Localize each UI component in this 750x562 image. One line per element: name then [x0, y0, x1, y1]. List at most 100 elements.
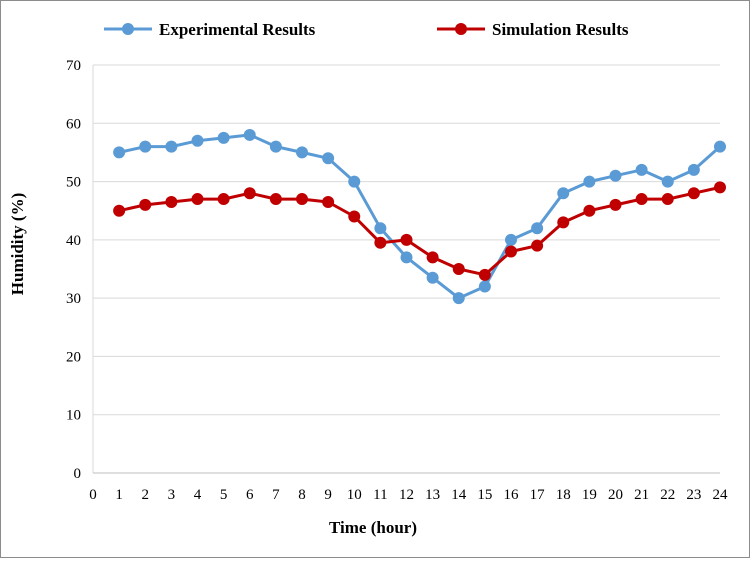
x-axis-title: Time (hour) — [329, 518, 417, 537]
legend: Experimental Results Simulation Results — [104, 20, 629, 39]
legend-item-2: Simulation Results — [437, 20, 629, 39]
y-tick-label: 30 — [66, 291, 81, 307]
data-point — [478, 280, 491, 293]
data-point — [505, 245, 517, 258]
axes — [92, 65, 720, 474]
data-point — [348, 175, 361, 188]
x-tick-labels: 0 1 2 3 4 5 6 7 8 9 10 11 12 13 14 15 16 17 18 19 20 21 22 23 24 — [89, 487, 728, 503]
data-point — [635, 163, 648, 176]
legend-swatch-marker — [455, 23, 467, 35]
data-point — [609, 169, 622, 182]
data-point — [322, 195, 335, 208]
data-point — [139, 140, 152, 153]
data-point — [557, 187, 570, 200]
legend-item-1: Experimental Results — [104, 20, 316, 39]
data-point — [714, 181, 726, 194]
series-line — [118, 185, 721, 277]
x-tick-label: 19 — [582, 487, 597, 503]
x-tick-label: 16 — [504, 487, 520, 503]
y-tick-label: 40 — [66, 233, 81, 249]
data-point — [374, 222, 387, 235]
x-tick-label: 8 — [298, 487, 306, 503]
x-tick-label: 24 — [713, 487, 729, 503]
data-point — [217, 131, 230, 144]
data-point — [583, 175, 596, 188]
data-point — [609, 198, 622, 211]
x-tick-label: 13 — [425, 487, 440, 503]
data-point — [478, 268, 491, 281]
y-tick-label: 20 — [66, 349, 81, 365]
data-point — [191, 193, 204, 206]
data-point — [296, 146, 308, 159]
legend-swatch-marker — [122, 23, 134, 35]
x-tick-label: 23 — [686, 487, 701, 503]
data-point — [348, 210, 361, 223]
x-tick-label: 7 — [272, 487, 280, 503]
series-2 — [113, 181, 726, 281]
y-tick-labels: 0 10 20 30 40 50 60 70 — [66, 58, 81, 482]
x-tick-label: 0 — [89, 487, 97, 503]
data-point — [505, 233, 517, 246]
data-point — [661, 175, 674, 188]
data-point — [243, 128, 256, 141]
x-tick-label: 3 — [168, 487, 176, 503]
legend-label: Experimental Results — [159, 20, 316, 39]
data-point — [531, 222, 544, 235]
x-tick-label: 22 — [660, 487, 675, 503]
data-point — [452, 292, 465, 305]
data-point — [400, 251, 413, 264]
x-tick-label: 5 — [220, 487, 228, 503]
series-line — [118, 133, 721, 300]
data-point — [165, 195, 178, 208]
data-point — [296, 193, 308, 206]
x-tick-label: 12 — [399, 487, 414, 503]
y-tick-label: 0 — [74, 466, 82, 482]
x-tick-label: 20 — [608, 487, 623, 503]
x-tick-label: 6 — [246, 487, 254, 503]
x-tick-label: 11 — [373, 487, 387, 503]
y-tick-label: 60 — [66, 116, 81, 132]
data-point — [583, 204, 596, 217]
data-point — [635, 193, 648, 206]
data-point — [243, 187, 256, 200]
data-point — [113, 204, 126, 217]
x-tick-label: 1 — [115, 487, 123, 503]
data-point — [139, 198, 152, 211]
data-point — [269, 193, 282, 206]
data-point — [269, 140, 282, 153]
data-point — [426, 251, 439, 264]
data-point — [452, 263, 465, 275]
x-tick-label: 4 — [194, 487, 202, 503]
data-point — [687, 163, 700, 176]
x-tick-label: 14 — [451, 487, 467, 503]
series-1 — [113, 128, 726, 305]
data-point — [557, 216, 570, 229]
x-tick-label: 10 — [347, 487, 362, 503]
data-point — [374, 236, 387, 249]
data-point — [217, 193, 230, 206]
data-point — [113, 146, 126, 159]
data-point — [661, 193, 674, 206]
x-tick-label: 15 — [477, 487, 492, 503]
data-point — [165, 140, 178, 153]
y-tick-label: 50 — [66, 175, 81, 191]
data-point — [400, 233, 413, 246]
data-point — [687, 187, 700, 200]
data-point — [322, 152, 335, 165]
data-point — [531, 239, 544, 252]
data-point — [191, 134, 204, 147]
x-tick-label: 21 — [634, 487, 649, 503]
x-tick-label: 18 — [556, 487, 571, 503]
series-layer — [113, 128, 726, 305]
x-tick-label: 2 — [142, 487, 150, 503]
x-tick-label: 9 — [324, 487, 332, 503]
legend-label: Simulation Results — [492, 20, 629, 39]
x-tick-label: 17 — [530, 487, 546, 503]
y-axis-title: Humidity (%) — [8, 193, 27, 295]
data-point — [426, 271, 439, 284]
data-point — [714, 140, 726, 153]
y-tick-label: 70 — [66, 58, 81, 74]
y-tick-label: 10 — [66, 408, 81, 424]
